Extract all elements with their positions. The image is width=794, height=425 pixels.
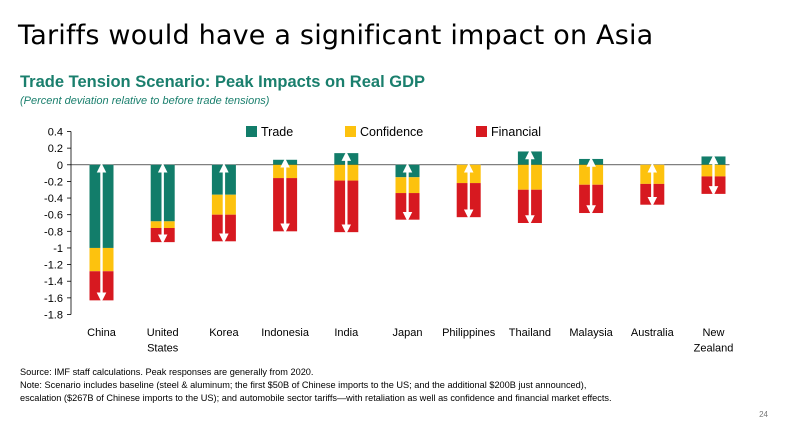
legend-swatch-confidence <box>345 126 356 137</box>
y-tick-label: -1.4 <box>44 276 63 288</box>
y-tick-label: 0.4 <box>48 127 63 139</box>
x-axis-labels: China United States Korea Indonesia India Japa… <box>87 327 733 355</box>
x-tick-label-indonesia: Indonesia <box>261 327 310 339</box>
scenario-note-line-1: Note: Scenario includes baseline (steel … <box>20 380 587 390</box>
slide-title: Tariffs would have a significant impact … <box>18 20 654 51</box>
x-tick-label-malaysia: Malaysia <box>569 327 613 339</box>
y-tick-label: 0 <box>57 160 63 172</box>
chart-legend: Trade Confidence Financial <box>246 125 541 139</box>
legend-label-financial: Financial <box>491 125 541 139</box>
x-tick-label-australia: Australia <box>631 327 675 339</box>
x-tick-label-japan: Japan <box>393 327 423 339</box>
x-tick-label-philippines: Philippines <box>442 327 496 339</box>
legend-swatch-trade <box>246 126 257 137</box>
legend-label-trade: Trade <box>261 125 293 139</box>
chart-title: Trade Tension Scenario: Peak Impacts on … <box>20 73 425 91</box>
y-tick-label: -1.6 <box>44 293 63 305</box>
chart-notes: Source: IMF staff calculations. Peak res… <box>20 366 612 405</box>
scenario-note-line-2: escalation ($267B of Chinese imports to … <box>20 393 612 403</box>
gdp-impact-chart: Trade Confidence Financial 0.4 0.2 0 -0.2 -0.4… <box>44 125 733 355</box>
page-number: 24 <box>759 410 768 419</box>
x-tick-label-thailand: Thailand <box>509 327 551 339</box>
y-tick-label: -0.4 <box>44 193 63 205</box>
y-axis: 0.4 0.2 0 -0.2 -0.4 -0.6 -0.8 -1 -1.2 -1.4 -1.6 -1.… <box>44 127 730 322</box>
range-arrows <box>96 149 719 303</box>
y-tick-label: -0.6 <box>44 210 63 222</box>
y-tick-label: -1.2 <box>44 260 63 272</box>
x-tick-label-india: India <box>334 327 359 339</box>
y-tick-label: -1 <box>53 243 63 255</box>
y-tick-label: 0.2 <box>48 143 63 155</box>
legend-swatch-financial <box>476 126 487 137</box>
chart-subtitle: (Percent deviation relative to before tr… <box>20 95 270 107</box>
y-tick-label: -0.2 <box>44 176 63 188</box>
x-tick-label-united-states: United States <box>147 327 179 355</box>
x-tick-label-korea: Korea <box>209 327 239 339</box>
x-tick-label-china: China <box>87 327 117 339</box>
y-tick-label: -1.8 <box>44 310 63 322</box>
legend-label-confidence: Confidence <box>360 125 423 139</box>
source-note: Source: IMF staff calculations. Peak res… <box>20 367 314 377</box>
y-tick-label: -0.8 <box>44 226 63 238</box>
x-tick-label-new-zealand: New Zealand <box>694 327 734 355</box>
